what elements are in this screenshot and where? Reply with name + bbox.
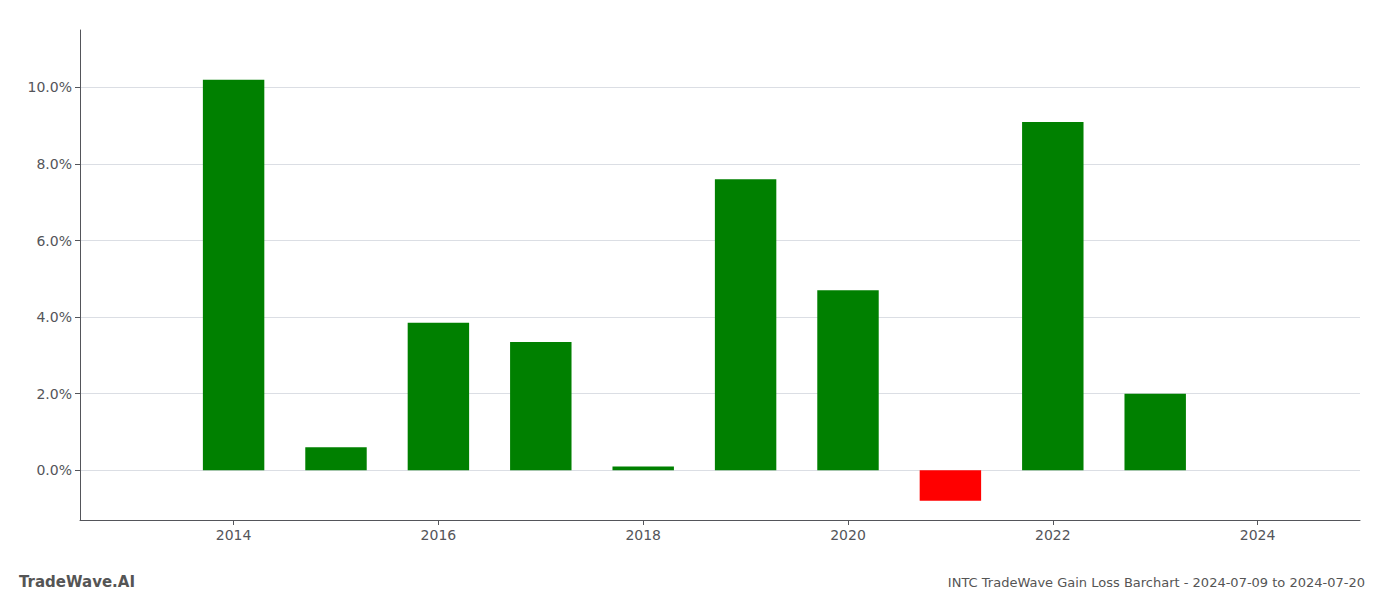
svg-text:10.0%: 10.0% [28, 79, 72, 95]
svg-text:6.0%: 6.0% [36, 233, 72, 249]
svg-text:INTC TradeWave Gain Loss Barch: INTC TradeWave Gain Loss Barchart - 2024… [948, 575, 1365, 590]
svg-text:8.0%: 8.0% [36, 156, 72, 172]
svg-text:2022: 2022 [1035, 527, 1071, 543]
svg-text:0.0%: 0.0% [36, 462, 72, 478]
svg-text:2020: 2020 [830, 527, 866, 543]
svg-text:2016: 2016 [421, 527, 457, 543]
svg-text:2.0%: 2.0% [36, 386, 72, 402]
svg-text:2014: 2014 [216, 527, 252, 543]
svg-text:4.0%: 4.0% [36, 309, 72, 325]
svg-text:2024: 2024 [1240, 527, 1276, 543]
svg-text:2018: 2018 [625, 527, 661, 543]
svg-text:TradeWave.AI: TradeWave.AI [19, 573, 135, 591]
